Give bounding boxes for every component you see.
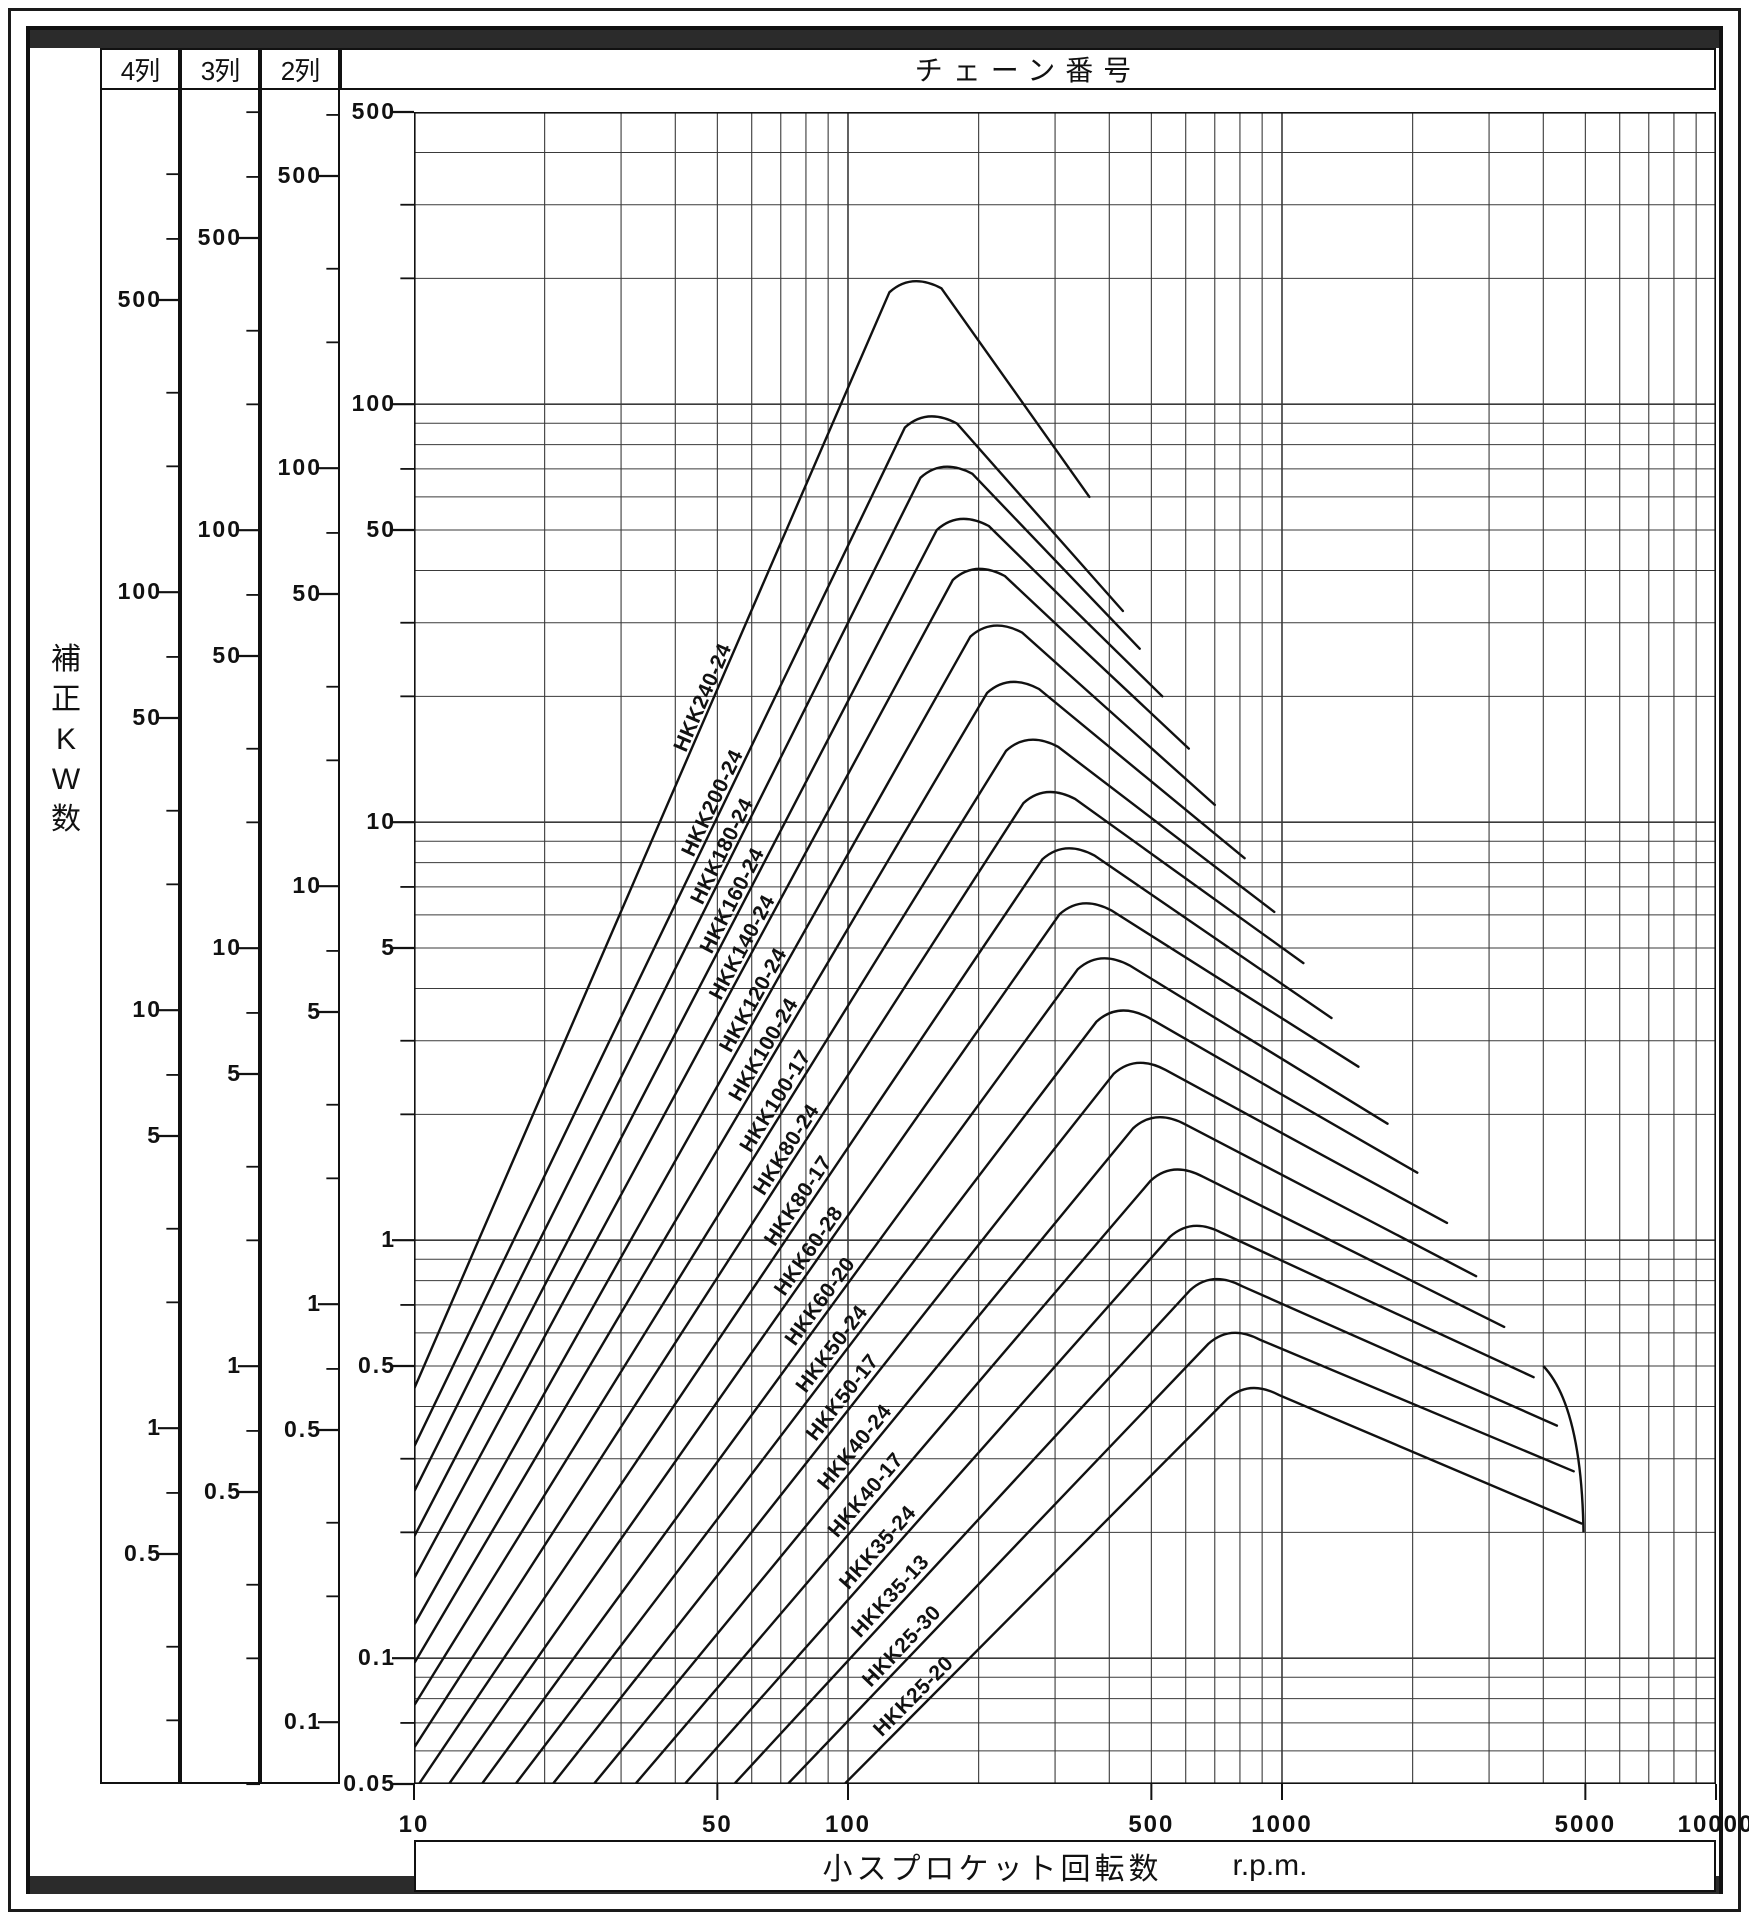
y-tick-label: 5 [147, 1122, 162, 1148]
grid-lines [414, 112, 1716, 1784]
curve-label: HKK240-24 [669, 640, 736, 755]
x-tick-label: 5000 [1555, 1811, 1616, 1838]
curve-HKK40-17 [633, 1168, 1506, 1784]
y-tick-label: 50 [212, 642, 242, 668]
curve-HKK80-17 [417, 847, 1333, 1784]
y-tick-label: 0.5 [284, 1416, 322, 1442]
plot-area: HKK240-24 HKK200-24 HKK180-24 HKK160-24 HKK1… [414, 112, 1716, 1784]
x-axis-ticks: 10 50 100 500 1000 5000 10000 [399, 1784, 1749, 1838]
y-tick-label: 500 [118, 286, 162, 312]
y-axis-2列: 500 100 50 10 5 1 0.5 0.1 [278, 114, 340, 1734]
y-tick-label: 10 [292, 872, 322, 898]
y-tick-label: 5 [307, 998, 322, 1024]
y-tick-label: 0.5 [204, 1478, 242, 1504]
chain-number-title: チェーン番号 [340, 48, 1716, 90]
y-tick-label: 100 [198, 516, 242, 542]
column-header-2列: 2列 [260, 48, 340, 90]
y-tick-label: 1 [381, 1226, 396, 1252]
curve-HKK240-24 [414, 280, 1091, 1391]
curve-HKK140-24 [414, 567, 1190, 1580]
plot-svg: HKK240-24HKK200-24HKK180-24HKK160-24HKK1… [414, 112, 1716, 1784]
axis-box-4col [100, 90, 180, 1784]
x-tick-label: 100 [825, 1811, 871, 1838]
column-header-label: 3列 [200, 55, 240, 86]
curve-HKK35-13 [732, 1278, 1559, 1784]
y-axis-3列: 500 100 50 10 5 1 0.5 [198, 111, 260, 1786]
y-tick-label: 10 [366, 808, 396, 834]
y-tick-label: 10 [212, 934, 242, 960]
y-axis-title-c5: 数 [51, 803, 83, 836]
y-axis-title-c4: W [51, 763, 83, 796]
y-tick-label: 1 [147, 1414, 162, 1440]
y-axis-title-c1: 補 [51, 643, 83, 676]
y-tick-label: 0.5 [358, 1352, 396, 1378]
y-axis-title-c2: 正 [51, 683, 83, 716]
x-axis-unit-label: r.p.m. [1232, 1849, 1308, 1882]
axis-box-3col [180, 90, 260, 1784]
column-header-label: 2列 [280, 55, 320, 86]
y-axis-title: 補 正 K W 数 [44, 640, 90, 840]
y-tick-label: 5 [227, 1060, 242, 1086]
y-tick-label: 100 [118, 578, 162, 604]
x-tick-label: 10000 [1678, 1811, 1749, 1838]
column-header-4列: 4列 [100, 48, 180, 90]
y-tick-label: 5 [381, 934, 396, 960]
curve-HKK60-20 [480, 957, 1389, 1784]
y-tick-label: 0.5 [124, 1540, 162, 1566]
y-tick-label: 0.05 [343, 1770, 396, 1796]
y-tick-label: 50 [132, 704, 162, 730]
curve-HKK25-30 [786, 1331, 1575, 1784]
chain-number-title-label: チェーン番号 [914, 55, 1142, 86]
curve-HKK50-24 [513, 1009, 1419, 1784]
y-tick-label: 500 [352, 98, 396, 124]
curve-HKK100-24 [414, 680, 1246, 1665]
curve-HKK80-24 [414, 790, 1305, 1750]
y-tick-label: 50 [292, 580, 322, 606]
curve-HKK25-20 [842, 1386, 1583, 1784]
curve-HKK100-17 [414, 738, 1276, 1707]
y-tick-label: 1 [307, 1290, 322, 1316]
y-axis-title-c3: K [55, 723, 78, 756]
x-axis-title-label: 小スプロケット回転数 [822, 1853, 1163, 1886]
y-tick-label: 0.1 [358, 1644, 396, 1670]
curve-HKK160-24 [414, 517, 1164, 1539]
column-header-3列: 3列 [180, 48, 260, 90]
header-band [30, 30, 1719, 48]
column-header-label: 4列 [120, 55, 160, 86]
x-tick-label: 500 [1128, 1811, 1174, 1838]
plot-border [414, 112, 1716, 1784]
y-tick-label: 500 [198, 224, 242, 250]
y-tick-label: 1 [227, 1352, 242, 1378]
y-axis-1列: 500 100 50 10 5 1 0.5 0.1 0.05 [343, 98, 414, 1796]
y-tick-label: 500 [278, 162, 322, 188]
outer-frame [8, 8, 1741, 1912]
curve-HKK120-24 [414, 624, 1216, 1627]
y-tick-label: 10 [132, 996, 162, 1022]
y-tick-label: 100 [352, 390, 396, 416]
axis-box-2col [260, 90, 340, 1784]
y-tick-label: 50 [366, 516, 396, 542]
curve-HKK50-17 [551, 1061, 1449, 1784]
curve-HKK200-24 [414, 415, 1125, 1449]
curve-HKK40-24 [592, 1116, 1478, 1784]
x-tick-label: 10 [399, 1811, 430, 1838]
x-tick-label: 50 [702, 1811, 733, 1838]
curve-HKK35-24 [683, 1224, 1535, 1784]
y-axis-4列: 500 100 50 10 5 1 0.5 [118, 173, 180, 1722]
curve-HKK180-24 [414, 465, 1141, 1493]
y-tick-label: 100 [278, 454, 322, 480]
envelope-drop [1542, 1365, 1585, 1533]
x-axis-title-box: 小スプロケット回転数 r.p.m. [414, 1840, 1716, 1892]
x-tick-label: 1000 [1251, 1811, 1312, 1838]
rating-curves [414, 280, 1583, 1784]
curve-HKK60-28 [447, 902, 1360, 1784]
y-tick-label: 0.1 [284, 1708, 322, 1734]
